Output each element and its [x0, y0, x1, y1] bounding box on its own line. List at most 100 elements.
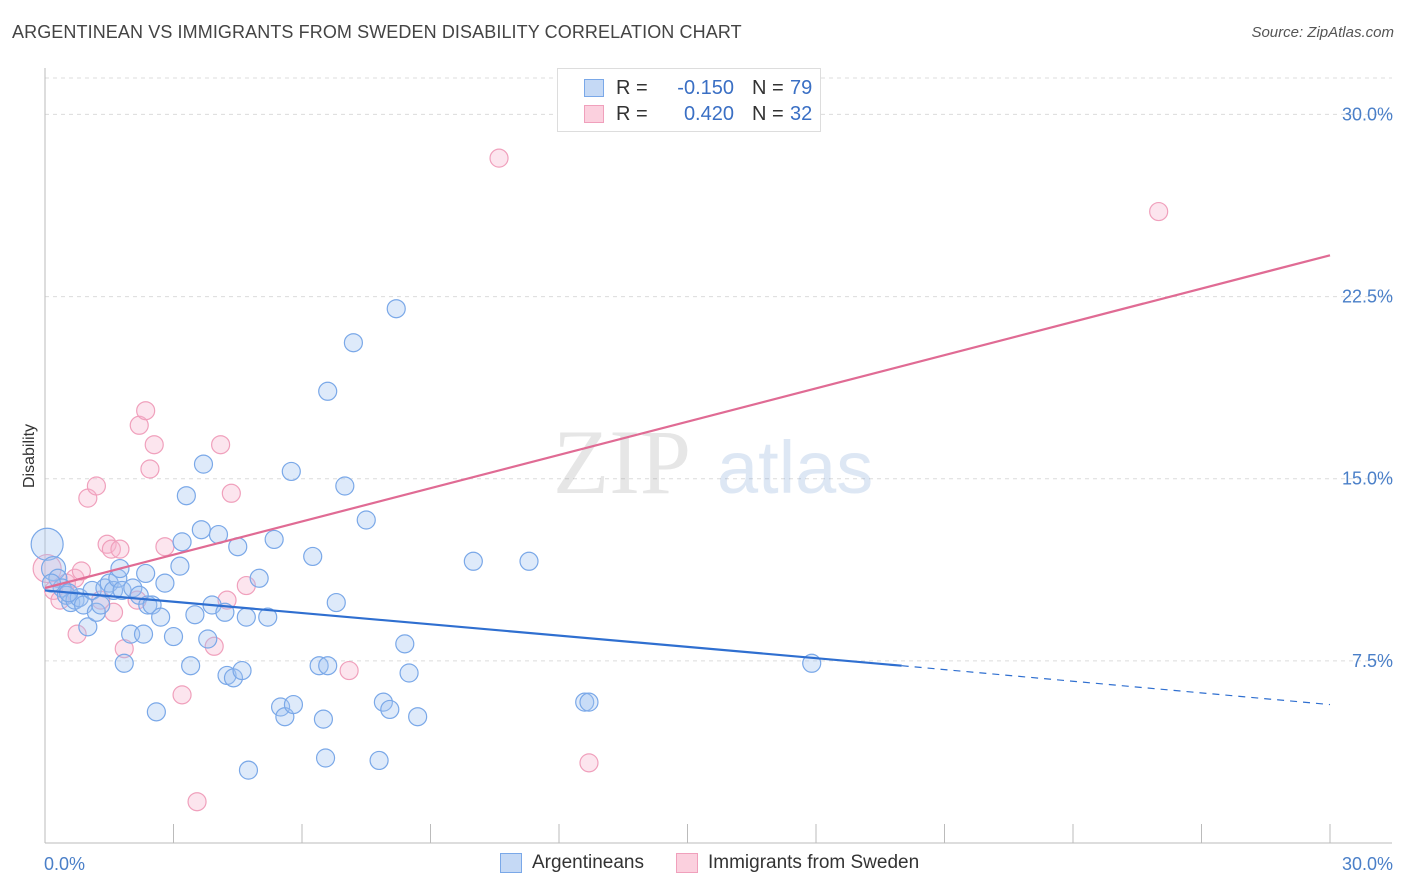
point-argentineans: [575, 692, 595, 712]
x-tick-label: 30.0%: [1342, 854, 1393, 874]
point-argentineans: [215, 602, 235, 622]
watermark-atlas: atlas: [717, 426, 873, 509]
legend-n-value: 79: [790, 76, 813, 99]
legend-r-label: R =: [616, 76, 648, 99]
grid-lines: [45, 77, 1392, 662]
point-argentineans: [170, 556, 190, 576]
point-argentineans: [155, 573, 175, 593]
point-argentineans: [303, 546, 323, 567]
legend-r-value: 0.420: [683, 102, 734, 125]
watermark: ZIP atlas: [553, 411, 873, 513]
point-sweden: [204, 636, 224, 656]
point-argentineans: [380, 699, 400, 720]
legend-swatch-sweden: [675, 853, 698, 873]
point-argentineans: [313, 709, 334, 729]
point-sweden: [339, 660, 359, 681]
point-argentineans: [181, 656, 201, 676]
point-sweden: [1149, 201, 1169, 222]
trend-lines: [44, 254, 1331, 706]
point-argentineans: [91, 595, 111, 615]
trend-sweden: [44, 254, 1331, 590]
point-argentineans: [519, 551, 539, 571]
point-sweden: [140, 459, 160, 479]
legend-n-label: N =: [752, 76, 784, 99]
chart-title: ARGENTINEAN VS IMMIGRANTS FROM SWEDEN DI…: [12, 22, 742, 42]
legend-swatch-argentineans: [584, 79, 604, 97]
y-tick-label: 22.5%: [1342, 287, 1393, 307]
point-argentineans: [249, 568, 269, 588]
point-argentineans: [151, 607, 171, 627]
legend-swatch-sweden: [584, 105, 604, 123]
point-argentineans: [232, 660, 252, 681]
point-argentineans: [185, 605, 205, 625]
point-sweden: [67, 624, 87, 644]
y-axis-label: Disability: [21, 424, 38, 488]
point-argentineans: [78, 617, 98, 637]
point-argentineans: [326, 592, 346, 613]
point-sweden: [32, 553, 62, 584]
point-sweden: [579, 753, 599, 773]
point-sweden: [71, 561, 92, 581]
point-argentineans: [318, 656, 338, 676]
y-tick-label: 15.0%: [1342, 469, 1393, 489]
legend-r-value: -0.150: [677, 76, 734, 99]
point-argentineans: [283, 694, 304, 715]
legend-label-argentineans: Argentineans: [532, 852, 644, 873]
legend-item-argentineans[interactable]: Argentineans: [500, 852, 644, 874]
watermark-zip: ZIP: [553, 411, 691, 513]
point-sweden: [155, 537, 175, 557]
point-argentineans: [172, 532, 192, 552]
point-sweden: [110, 539, 130, 559]
point-argentineans: [236, 607, 256, 627]
point-argentineans: [399, 663, 419, 683]
point-argentineans: [373, 692, 393, 712]
point-sweden: [172, 685, 192, 705]
point-argentineans: [238, 760, 259, 780]
series-immigrants-from-sweden: [32, 148, 1169, 812]
legend-label-sweden: Immigrants from Sweden: [707, 852, 920, 873]
trend-argentineans-extension: [901, 665, 1331, 706]
point-argentineans: [315, 748, 336, 768]
point-argentineans: [191, 520, 211, 540]
point-sweden: [187, 792, 207, 812]
legend-row-sweden: R = 0.420 N = 32: [584, 102, 812, 126]
point-argentineans: [369, 750, 389, 771]
point-argentineans: [133, 624, 154, 644]
legend-row-argentineans: R = -0.150 N = 79: [584, 76, 812, 100]
point-sweden: [211, 435, 231, 455]
point-argentineans: [463, 551, 483, 571]
point-argentineans: [30, 527, 64, 561]
source-credit: Source: ZipAtlas.com: [1251, 24, 1394, 41]
point-argentineans: [408, 707, 428, 727]
point-sweden: [489, 148, 509, 168]
point-argentineans: [395, 634, 415, 654]
point-sweden: [144, 435, 164, 455]
point-sweden: [217, 590, 237, 610]
correlation-legend: R = -0.150 N = 79 R = 0.420 N = 32: [557, 68, 821, 132]
point-argentineans: [579, 692, 599, 712]
point-argentineans: [356, 510, 376, 530]
legend-n-label: N =: [752, 102, 784, 125]
tick-labels: 7.5% 15.0% 22.5% 30.0% 0.0% 30.0%: [44, 104, 1393, 874]
point-argentineans: [258, 607, 278, 627]
point-argentineans: [136, 563, 156, 584]
legend-item-sweden[interactable]: Immigrants from Sweden: [675, 852, 920, 874]
point-sweden: [136, 401, 156, 421]
point-argentineans: [163, 626, 184, 647]
series-legend: Argentineans Immigrants from Sweden: [500, 852, 951, 874]
point-sweden: [221, 483, 241, 503]
point-argentineans: [386, 299, 406, 319]
point-argentineans: [193, 454, 214, 474]
point-argentineans: [264, 529, 284, 550]
point-argentineans: [281, 461, 301, 482]
series-argentineans: [30, 299, 822, 780]
point-argentineans: [318, 381, 338, 401]
axes: [44, 68, 1392, 844]
point-argentineans: [146, 702, 166, 722]
legend-r-label: R =: [616, 102, 648, 125]
point-sweden: [86, 476, 107, 496]
y-tick-label: 30.0%: [1342, 104, 1393, 124]
point-argentineans: [335, 476, 355, 496]
point-argentineans: [198, 629, 218, 649]
